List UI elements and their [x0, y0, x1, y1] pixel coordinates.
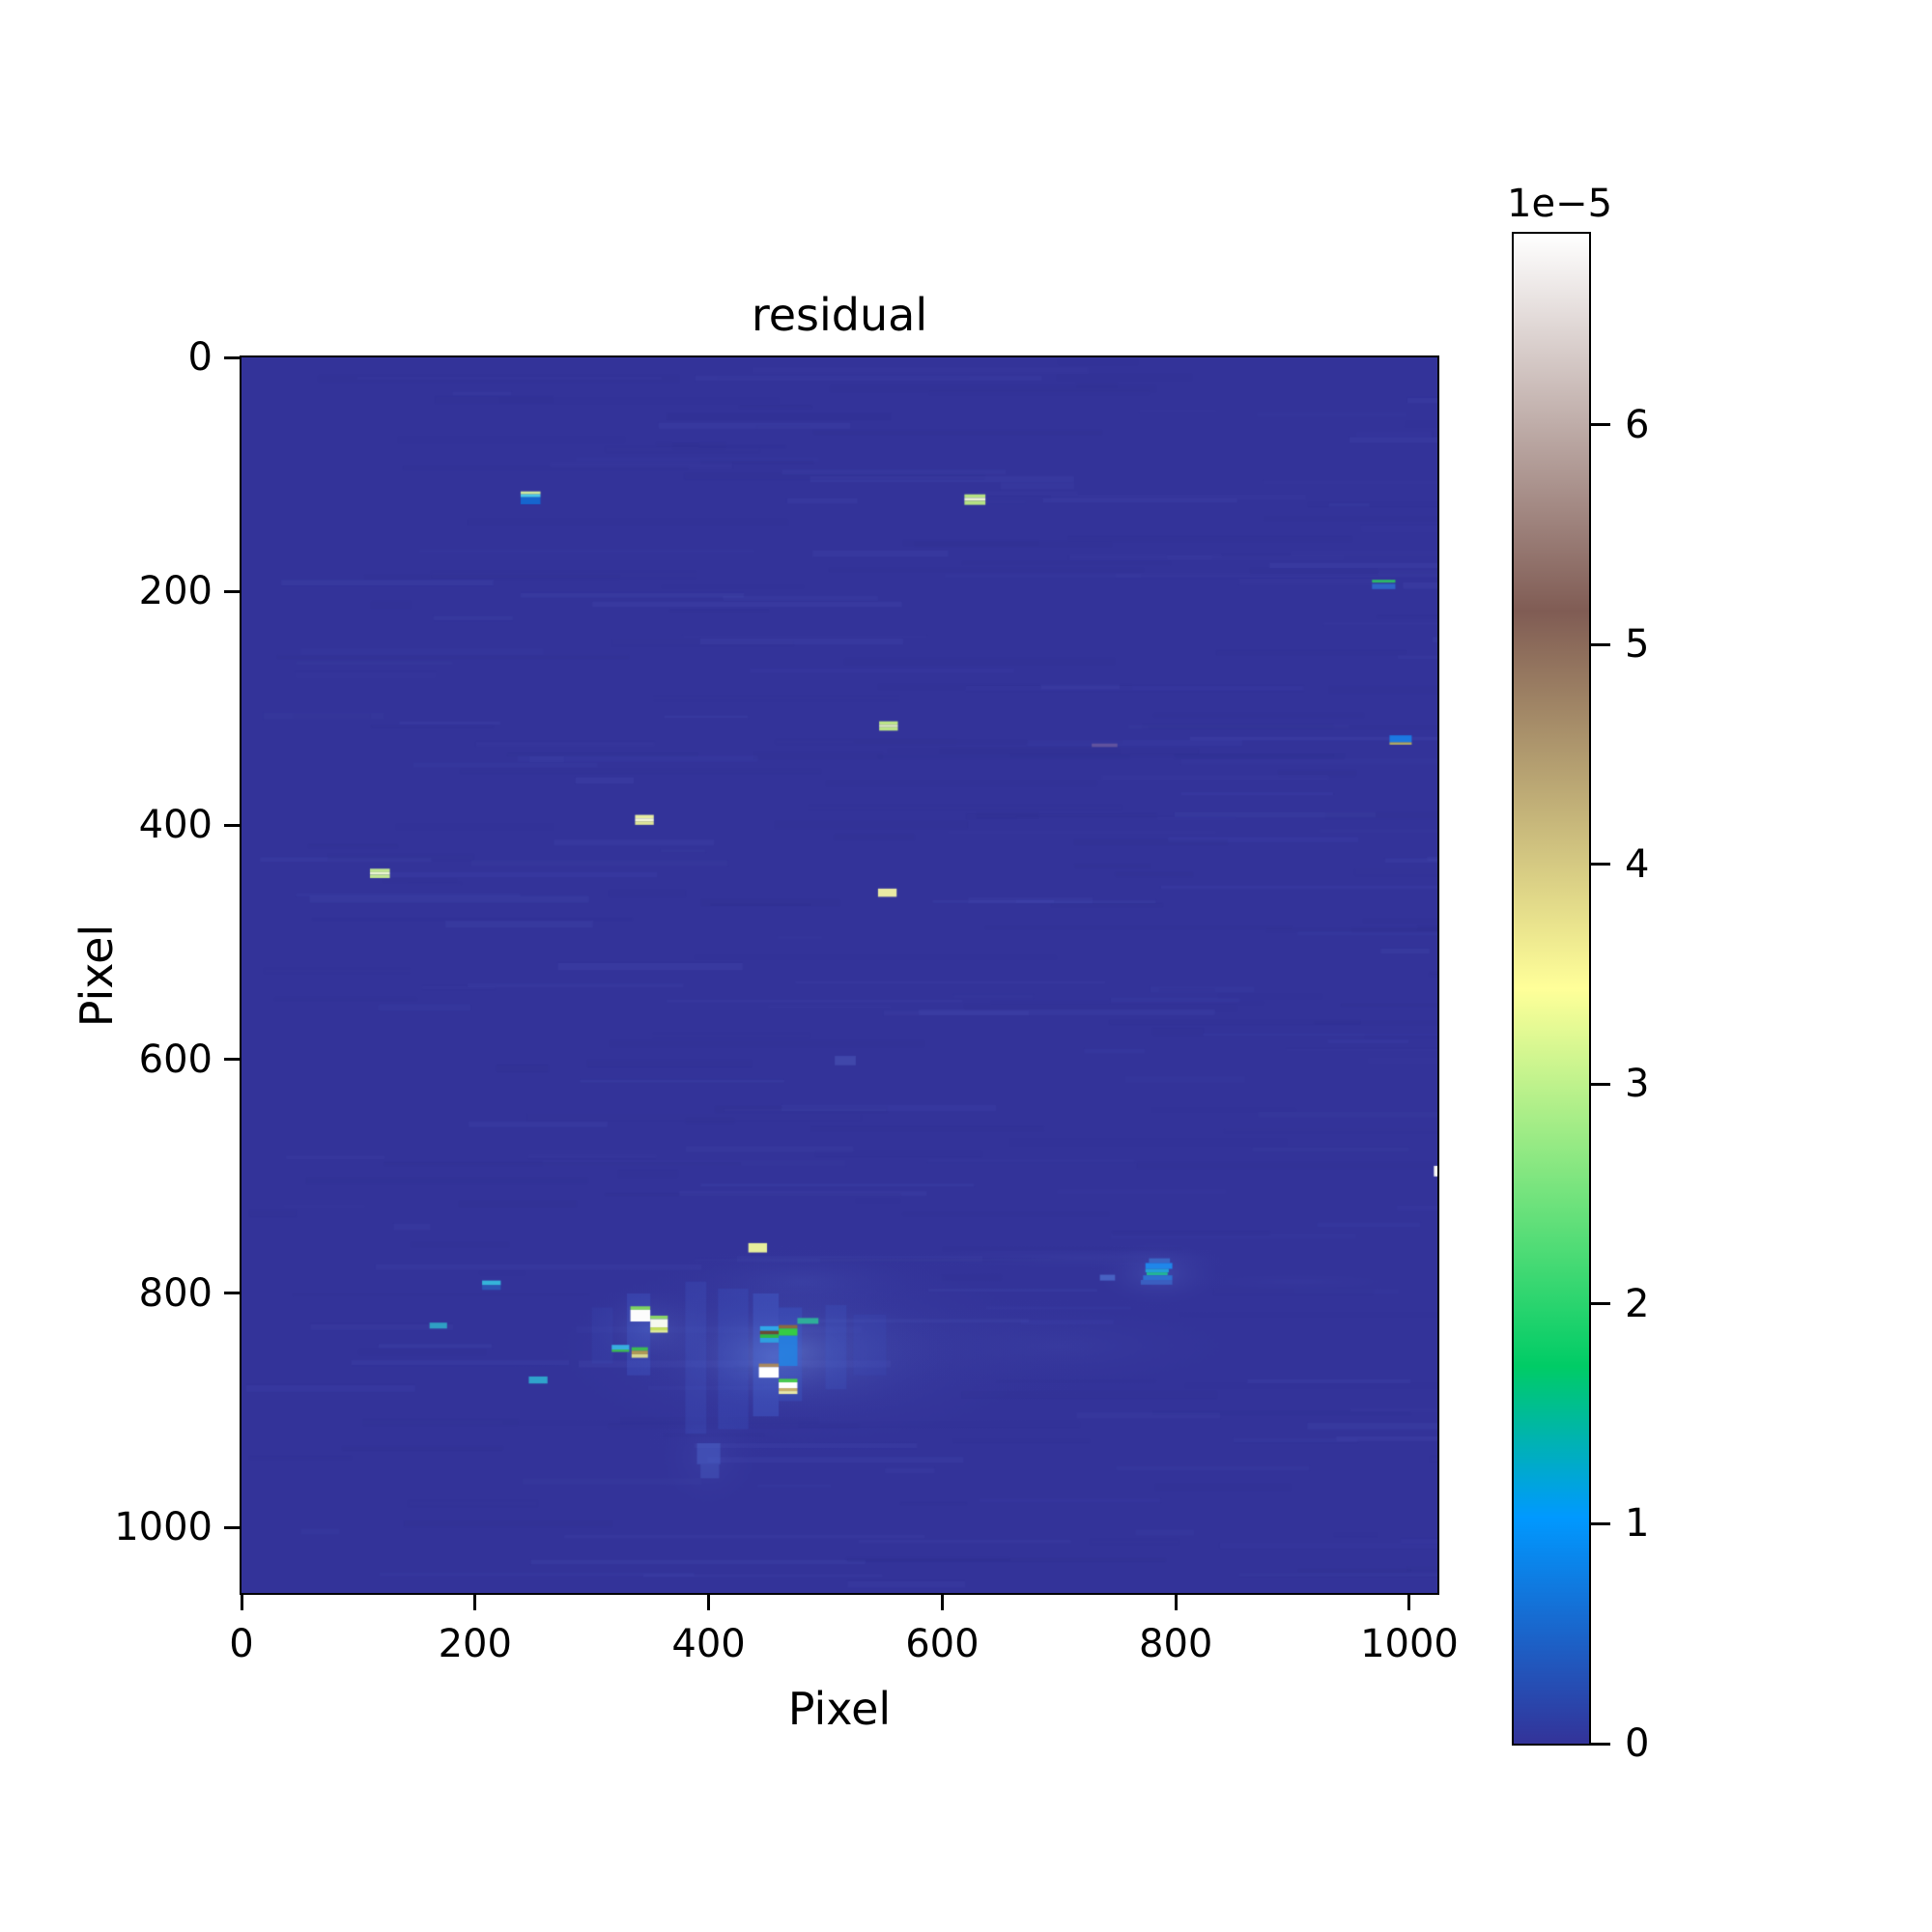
colorbar-tick-label: 1: [1625, 1501, 1650, 1547]
x-tick-mark: [240, 1595, 243, 1610]
y-tick-mark: [224, 823, 240, 827]
x-tick-label: 400: [671, 1622, 746, 1666]
colorbar-tick-mark: [1591, 1521, 1610, 1525]
colorbar-tick-label: 3: [1625, 1062, 1650, 1107]
x-tick-label: 800: [1139, 1622, 1213, 1666]
colorbar-tick-mark: [1591, 1082, 1610, 1086]
y-tick-label: 1000: [114, 1505, 213, 1550]
chart-title: residual: [751, 289, 928, 341]
y-tick-mark: [224, 1058, 240, 1062]
y-tick-label: 400: [138, 803, 213, 848]
colorbar-offset-label: 1e−5: [1507, 182, 1613, 226]
colorbar-tick-label: 4: [1625, 841, 1650, 887]
x-tick-mark: [707, 1595, 711, 1610]
x-tick-label: 600: [905, 1622, 980, 1666]
colorbar-tick-mark: [1591, 1742, 1610, 1746]
y-tick-label: 200: [138, 569, 213, 614]
colorbar-tick-mark: [1591, 642, 1610, 646]
x-tick-mark: [1407, 1595, 1411, 1610]
x-axis-label: Pixel: [787, 1683, 892, 1735]
colorbar-tick-label: 0: [1625, 1721, 1650, 1766]
colorbar-tick-label: 2: [1625, 1281, 1650, 1326]
y-tick-mark: [224, 355, 240, 359]
y-axis-label: Pixel: [71, 923, 123, 1028]
colorbar-tick-label: 6: [1625, 402, 1650, 447]
y-tick-mark: [224, 1525, 240, 1529]
colorbar-tick-mark: [1591, 863, 1610, 867]
colorbar-tick-label: 5: [1625, 622, 1650, 668]
x-tick-mark: [940, 1595, 944, 1610]
y-tick-label: 0: [187, 335, 213, 380]
x-tick-mark: [473, 1595, 477, 1610]
colorbar: [1514, 234, 1589, 1744]
colorbar-tick-mark: [1591, 423, 1610, 427]
y-tick-label: 800: [138, 1270, 213, 1316]
heatmap-image: [242, 357, 1437, 1593]
x-tick-label: 0: [229, 1622, 254, 1666]
x-tick-mark: [1174, 1595, 1178, 1610]
y-tick-label: 600: [138, 1037, 213, 1082]
x-tick-label: 200: [438, 1622, 512, 1666]
x-tick-label: 1000: [1360, 1622, 1459, 1666]
y-tick-mark: [224, 589, 240, 593]
colorbar-tick-mark: [1591, 1302, 1610, 1306]
y-tick-mark: [224, 1292, 240, 1295]
